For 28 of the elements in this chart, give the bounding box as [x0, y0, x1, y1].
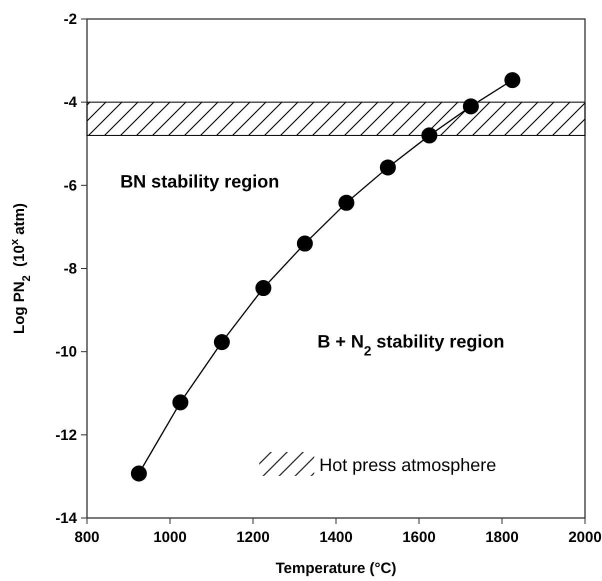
x-tick-label: 1800	[485, 529, 519, 546]
y-tick-label: -4	[64, 94, 78, 112]
point	[255, 280, 272, 296]
y-tick-label: -6	[64, 177, 77, 194]
point	[214, 334, 230, 350]
y-tick-label: -2	[64, 11, 77, 28]
x-tick-label: 800	[74, 529, 100, 546]
y-tick-label: -10	[55, 344, 77, 361]
y-tick-label: -12	[55, 426, 77, 444]
point	[172, 394, 188, 410]
legend-label: Hot press atmosphere	[319, 454, 496, 475]
point	[462, 98, 479, 114]
x-tick-label: 1400	[319, 529, 353, 546]
point	[130, 466, 147, 482]
point	[296, 236, 313, 252]
x-tick-label: 1200	[236, 529, 270, 546]
y-tick-label: -14	[55, 510, 78, 527]
x-axis-title: Temperature (°C)	[276, 560, 396, 577]
point	[504, 72, 520, 88]
annotation: BN stability region	[120, 171, 280, 192]
point	[421, 127, 438, 144]
point	[380, 159, 396, 176]
x-tick-label: 2000	[568, 529, 602, 546]
x-tick-label: 1000	[153, 529, 187, 546]
x-tick-label: 1600	[402, 529, 436, 546]
y-tick-label: -8	[64, 260, 77, 278]
annotation: B + N$_{2}$ stability region	[317, 332, 504, 358]
point	[338, 194, 354, 211]
